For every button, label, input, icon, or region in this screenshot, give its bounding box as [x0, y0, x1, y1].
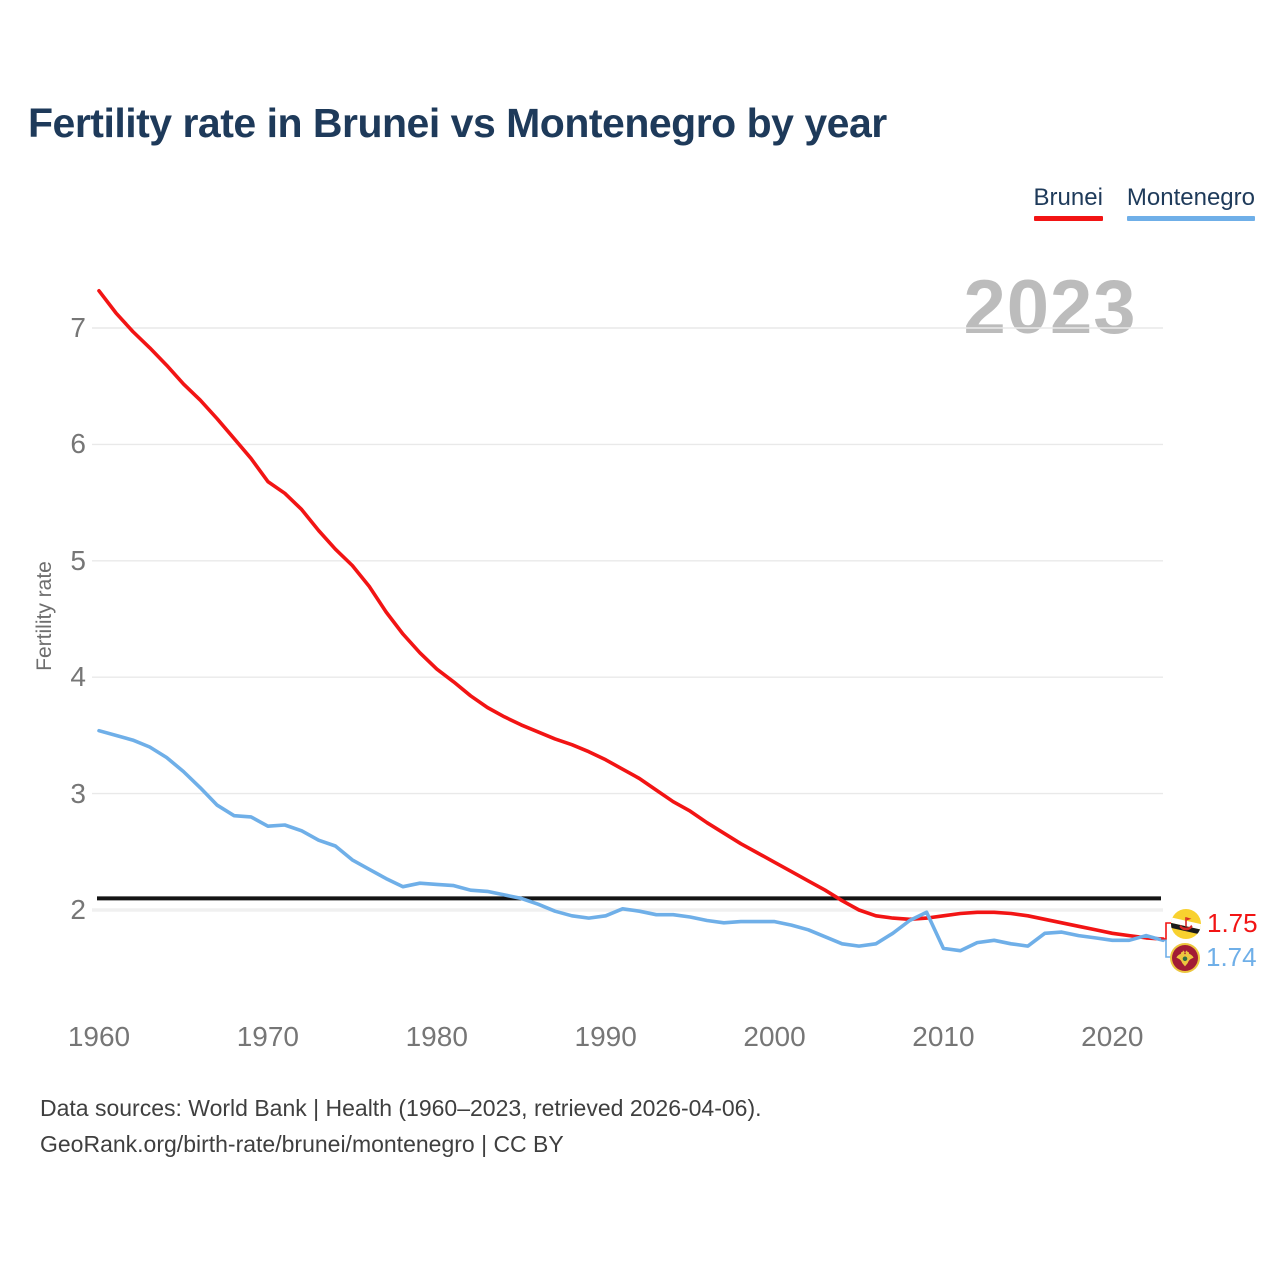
end-label-montenegro: 1.74	[1170, 942, 1257, 973]
montenegro-connector-line	[1161, 939, 1173, 958]
legend-underline-montenegro	[1126, 216, 1255, 221]
x-tick-label: 1970	[236, 1021, 300, 1052]
brunei-connector-line	[1161, 922, 1173, 940]
y-tick-label: 5	[70, 544, 86, 576]
y-tick-label: 6	[70, 428, 86, 460]
footer-attribution: GeoRank.org/birth-rate/brunei/montenegro…	[40, 1131, 564, 1157]
brunei-flag-icon	[1171, 908, 1201, 939]
legend-label-brunei: Brunei	[1033, 184, 1103, 211]
x-tick-label: 2000	[743, 1021, 806, 1052]
end-value-brunei: 1.75	[1207, 908, 1258, 938]
footer-data-sources: Data sources: World Bank | Health (1960–…	[40, 1095, 762, 1121]
y-tick-label: 3	[70, 777, 86, 809]
legend: Brunei Montenegro	[1033, 184, 1255, 221]
x-tick-label: 1990	[574, 1021, 637, 1052]
footer: Data sources: World Bank | Health (1960–…	[40, 1090, 762, 1162]
x-tick-label: 2010	[912, 1021, 975, 1052]
series-line-montenegro[interactable]	[97, 728, 1165, 953]
series-line-brunei[interactable]	[97, 288, 1165, 941]
series-lines[interactable]	[97, 288, 1165, 953]
legend-underline-brunei	[1033, 216, 1103, 221]
x-tick-label: 2020	[1081, 1021, 1144, 1052]
y-tick-label: 2	[70, 894, 86, 925]
legend-label-montenegro: Montenegro	[1126, 184, 1255, 211]
y-tick-label: 7	[70, 312, 86, 343]
x-tick-label: 1960	[67, 1021, 131, 1052]
legend-item-montenegro[interactable]: Montenegro	[1126, 184, 1255, 221]
montenegro-flag-icon	[1170, 942, 1200, 973]
end-value-montenegro: 1.74	[1206, 942, 1257, 972]
legend-item-brunei[interactable]: Brunei	[1033, 184, 1103, 221]
end-label-connectors	[1161, 922, 1173, 958]
page-title: Fertility rate in Brunei vs Montenegro b…	[28, 100, 887, 146]
y-tick-label: 4	[70, 661, 86, 693]
gridlines	[92, 327, 1163, 912]
x-tick-label: 1980	[405, 1021, 468, 1052]
year-watermark: 2023	[963, 265, 1137, 350]
end-label-brunei: 1.75	[1171, 908, 1258, 939]
